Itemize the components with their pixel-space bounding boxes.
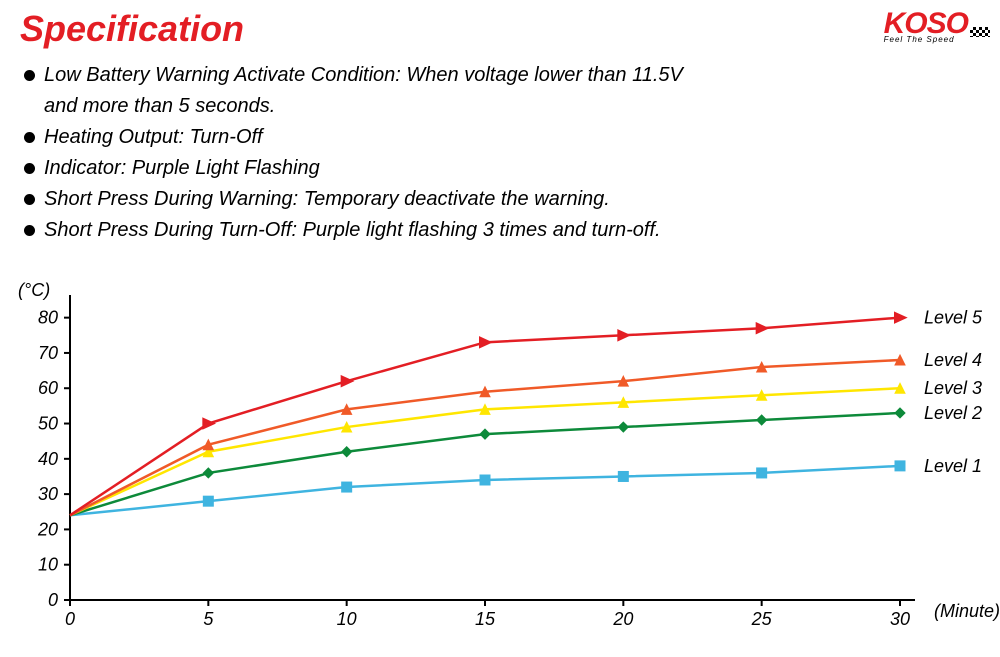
chart-svg: 0 10 20 30 40 50 60 70 80 0 5 10 15 20 25 30 Level 1 Leve… xyxy=(0,280,1000,650)
svg-text:Level 5: Level 5 xyxy=(924,308,983,328)
svg-text:20: 20 xyxy=(37,519,58,539)
svg-text:60: 60 xyxy=(38,378,58,398)
svg-text:10: 10 xyxy=(337,609,357,629)
spec-line: and more than 5 seconds. xyxy=(24,91,924,122)
heating-chart: (°C) (Minute) 01020304050607080051015202… xyxy=(0,280,1000,650)
checkered-flag-icon xyxy=(970,27,990,37)
svg-text:15: 15 xyxy=(475,609,496,629)
svg-text:Level 1: Level 1 xyxy=(924,456,982,476)
svg-text:40: 40 xyxy=(38,449,58,469)
svg-text:10: 10 xyxy=(38,555,58,575)
logo-word: KOSO xyxy=(884,7,968,40)
logo-text: KOSO® xyxy=(884,10,990,37)
svg-text:30: 30 xyxy=(890,609,910,629)
svg-text:Level 4: Level 4 xyxy=(924,350,982,370)
spec-list: Low Battery Warning Activate Condition: … xyxy=(24,60,924,246)
spec-line: Short Press During Warning: Temporary de… xyxy=(24,184,924,215)
svg-text:80: 80 xyxy=(38,308,58,328)
spec-line: Low Battery Warning Activate Condition: … xyxy=(24,60,924,91)
brand-logo: KOSO® Feel The Speed xyxy=(884,10,990,44)
page-title: Specification xyxy=(20,8,244,50)
svg-text:0: 0 xyxy=(65,609,75,629)
svg-text:Level 3: Level 3 xyxy=(924,378,982,398)
svg-text:70: 70 xyxy=(38,343,58,363)
svg-text:50: 50 xyxy=(38,414,58,434)
spec-line: Indicator: Purple Light Flashing xyxy=(24,153,924,184)
svg-text:5: 5 xyxy=(203,609,214,629)
svg-text:Level 2: Level 2 xyxy=(924,403,982,423)
svg-text:30: 30 xyxy=(38,484,58,504)
spec-line: Heating Output: Turn-Off xyxy=(24,122,924,153)
svg-text:0: 0 xyxy=(48,590,58,610)
svg-text:20: 20 xyxy=(612,609,633,629)
spec-line: Short Press During Turn-Off: Purple ligh… xyxy=(24,215,924,246)
svg-text:25: 25 xyxy=(751,609,773,629)
